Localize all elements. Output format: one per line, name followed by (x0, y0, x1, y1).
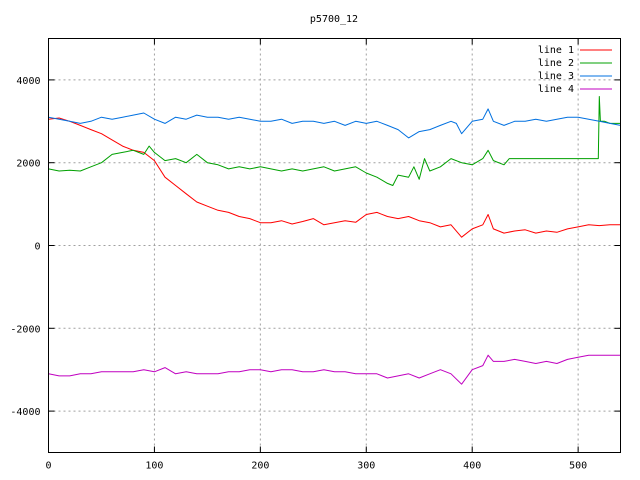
series-line-4 (48, 354, 621, 385)
legend-label: line 1 (538, 45, 574, 56)
legend-label: line 2 (538, 58, 574, 69)
grid (48, 38, 621, 453)
x-tick-label: 200 (251, 461, 269, 472)
y-tick-label: -2000 (10, 324, 40, 335)
y-tick-label: 4000 (16, 76, 40, 87)
chart-title: p5700_12 (310, 14, 358, 25)
x-tick-label: 500 (569, 461, 587, 472)
series-line-3 (48, 108, 621, 139)
series-line-1 (48, 117, 621, 238)
axes: 0 100 200 300 400 500 -4000 -2000 0 2000 4000 (10, 38, 621, 472)
legend-label: line 3 (538, 71, 574, 82)
x-tick-label: 300 (357, 461, 375, 472)
y-tick-label: -4000 (10, 407, 40, 418)
plot-area (48, 96, 621, 385)
series-line-2 (48, 96, 621, 186)
legend-label: line 4 (538, 84, 574, 95)
x-tick-label: 400 (463, 461, 481, 472)
x-tick-label: 0 (45, 461, 51, 472)
x-tick-label: 100 (145, 461, 163, 472)
y-tick-label: 2000 (16, 159, 40, 170)
y-tick-label: 0 (34, 242, 40, 253)
legend: line 1 line 2 line 3 line 4 (538, 45, 612, 95)
